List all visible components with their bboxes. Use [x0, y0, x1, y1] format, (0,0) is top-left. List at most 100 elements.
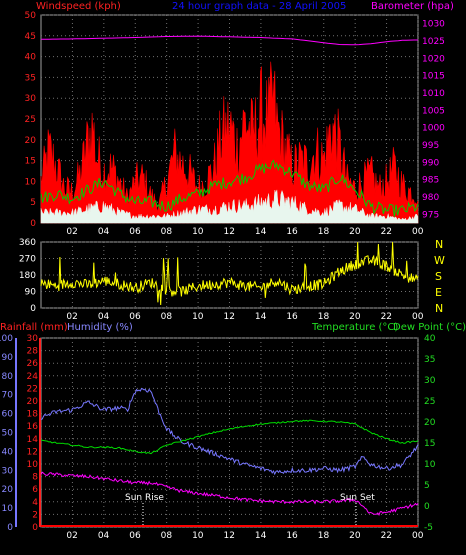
- temperature-line: [40, 419, 419, 455]
- wind-y-tick-5: 25: [25, 115, 36, 125]
- humidity-y-tick-9: 90: [2, 353, 14, 363]
- dir-x-tick-7: 16: [286, 312, 298, 322]
- wind-average-line: [40, 159, 419, 217]
- humidity-y-tick-5: 50: [2, 429, 14, 439]
- wind-x-tick-9: 20: [349, 227, 361, 237]
- wind-x-tick-3: 08: [161, 227, 173, 237]
- dir-x-tick-5: 12: [224, 312, 235, 322]
- wind-direction-line: [40, 241, 419, 306]
- rainfall-y-tick-2: 4: [32, 498, 38, 508]
- humidity-y-tick-7: 70: [2, 391, 14, 401]
- wind-x-tick-2: 06: [129, 227, 141, 237]
- dir-y-tick-1: 90: [25, 288, 37, 298]
- baro-y-tick-8: 1015: [422, 72, 445, 82]
- rainfall-y-tick-5: 10: [27, 460, 39, 470]
- wind-y-tick-3: 15: [25, 157, 36, 167]
- rainfall-y-tick-6: 12: [27, 447, 38, 457]
- wind-x-tick-1: 04: [98, 227, 110, 237]
- baro-y-tick-1: 980: [422, 193, 439, 203]
- grid-lines: [15, 14, 419, 528]
- humidity-y-tick-1: 10: [2, 504, 14, 514]
- temperature-y-tick-9: 40: [424, 334, 436, 344]
- chart-title: 24 hour graph data - 28 April 2005: [172, 1, 346, 12]
- wind-x-tick-6: 14: [255, 227, 267, 237]
- wind-x-tick-10: 22: [381, 227, 392, 237]
- rainfall-y-tick-14: 28: [27, 347, 39, 357]
- humidity-y-tick-3: 30: [2, 466, 14, 476]
- wind-x-tick-7: 16: [286, 227, 298, 237]
- rainfall-axis-title: Rainfall (mm): [0, 322, 68, 333]
- baro-y-tick-10: 1025: [422, 37, 445, 47]
- temperature-y-tick-2: 5: [424, 481, 430, 491]
- rainfall-y-tick-15: 30: [27, 334, 39, 344]
- temperature-y-tick-6: 25: [424, 397, 435, 407]
- temperature-y-tick-3: 10: [424, 460, 436, 470]
- compass-n-top: N: [435, 238, 443, 251]
- rainfall-y-tick-7: 14: [27, 435, 39, 445]
- wind-x-tick-5: 12: [224, 227, 235, 237]
- dir-x-tick-9: 20: [349, 312, 361, 322]
- dir-y-tick-3: 270: [19, 255, 36, 265]
- dewpoint-axis-title: Dew Point (°C): [393, 322, 466, 333]
- tmp-x-tick-6: 14: [255, 531, 267, 541]
- tmp-x-tick-2: 06: [129, 531, 141, 541]
- rainfall-y-tick-8: 16: [27, 422, 39, 432]
- wind-y-tick-7: 35: [25, 73, 36, 83]
- wind-y-tick-8: 40: [25, 53, 37, 63]
- windspeed-axis-title: Windspeed (kph): [36, 1, 121, 12]
- temperature-axis-title: Temperature (°C): [311, 322, 398, 333]
- humidity-y-tick-6: 60: [2, 410, 14, 420]
- wind-x-tick-0: 02: [66, 227, 77, 237]
- wind-y-tick-10: 50: [25, 11, 37, 21]
- data-marks: [40, 35, 419, 527]
- tmp-x-tick-3: 08: [161, 531, 173, 541]
- temperature-y-tick-1: 0: [424, 502, 430, 512]
- sunset-label: Sun Set: [340, 493, 375, 503]
- temperature-y-tick-0: -5: [424, 523, 433, 533]
- dir-x-tick-6: 14: [255, 312, 267, 322]
- baro-y-tick-3: 990: [422, 158, 439, 168]
- dir-x-tick-1: 04: [98, 312, 110, 322]
- temperature-y-tick-5: 20: [424, 418, 436, 428]
- rainfall-y-tick-12: 24: [27, 372, 39, 382]
- wind-y-tick-6: 30: [25, 94, 37, 104]
- baro-y-tick-4: 995: [422, 141, 439, 151]
- baro-y-tick-11: 1030: [422, 20, 445, 30]
- barometer-line: [40, 35, 418, 46]
- wind-y-tick-1: 5: [30, 198, 36, 208]
- wind-x-tick-8: 18: [318, 227, 330, 237]
- rainfall-y-tick-10: 20: [27, 397, 39, 407]
- sunrise-label: Sun Rise: [125, 493, 164, 503]
- humidity-y-tick-0: 0: [7, 523, 13, 533]
- baro-y-tick-9: 1020: [422, 54, 445, 64]
- tmp-x-tick-9: 20: [349, 531, 361, 541]
- compass-w: W: [434, 254, 445, 267]
- tmp-x-tick-10: 22: [381, 531, 392, 541]
- compass-s: S: [435, 270, 442, 283]
- rainfall-y-tick-1: 2: [32, 510, 38, 520]
- baro-y-tick-6: 1005: [422, 106, 445, 116]
- humidity-axis-title: Humidity (%): [67, 322, 133, 333]
- baro-y-tick-2: 985: [422, 176, 439, 186]
- compass-n-bottom: N: [435, 302, 443, 315]
- dir-x-tick-11: 00: [412, 312, 424, 322]
- baro-y-tick-7: 1010: [422, 89, 445, 99]
- rainfall-y-tick-4: 8: [32, 473, 38, 483]
- humidity-y-tick-8: 80: [2, 372, 14, 382]
- dir-y-tick-0: 0: [30, 304, 36, 314]
- dewpoint-line: [40, 471, 419, 517]
- tmp-x-tick-11: 00: [412, 531, 424, 541]
- rainfall-y-tick-9: 18: [27, 410, 39, 420]
- rainfall-y-tick-13: 26: [27, 359, 39, 369]
- dir-x-tick-3: 08: [161, 312, 173, 322]
- tmp-x-tick-0: 02: [66, 531, 77, 541]
- wind-low-area: [40, 189, 419, 224]
- humidity-y-tick-2: 20: [2, 485, 14, 495]
- wind-y-tick-0: 0: [30, 219, 36, 229]
- tmp-x-tick-7: 16: [286, 531, 298, 541]
- dir-y-tick-4: 360: [19, 238, 36, 248]
- tmp-x-tick-4: 10: [192, 531, 204, 541]
- tmp-x-tick-5: 12: [224, 531, 235, 541]
